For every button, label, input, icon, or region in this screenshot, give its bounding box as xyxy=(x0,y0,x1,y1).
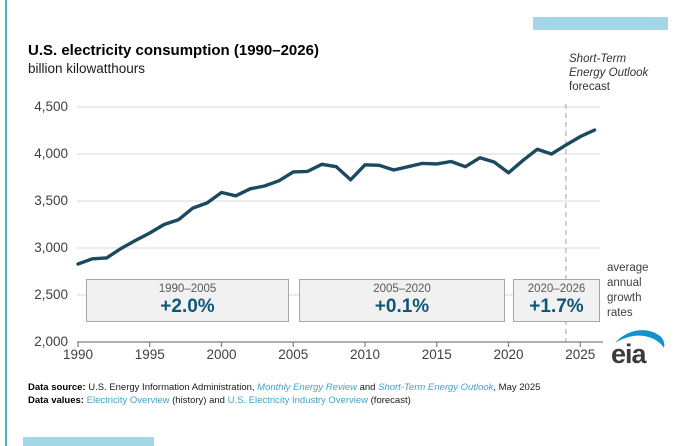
eia-logo-text: eia xyxy=(611,339,648,369)
x-axis-label: 2025 xyxy=(565,347,596,362)
y-axis-label: 4,500 xyxy=(34,99,68,114)
chart-title: U.S. electricity consumption (1990–2026) xyxy=(28,42,319,59)
growth-note-line: average xyxy=(607,262,649,274)
forecast-annotation-line: Energy Outlook xyxy=(569,67,649,79)
x-axis-label: 2020 xyxy=(493,347,524,362)
us-electricity-industry-overview-link[interactable]: U.S. Electricity Industry Overview xyxy=(227,395,368,406)
y-axis-label: 3,500 xyxy=(34,193,68,208)
top-accent-bar xyxy=(533,17,668,30)
data-values-text: (forecast) xyxy=(368,395,411,406)
bottom-accent-bar xyxy=(23,437,154,446)
forecast-annotation-line: Short-Term xyxy=(569,53,627,65)
growth-rate-box-1990-2005: 1990–2005 +2.0% xyxy=(86,279,289,322)
y-axis-label: 3,000 xyxy=(34,240,68,255)
short-term-energy-outlook-link[interactable]: Short-Term Energy Outlook xyxy=(378,382,494,393)
eia-logo-swoosh-icon xyxy=(615,330,665,348)
growth-period-label: 2005–2020 xyxy=(373,283,431,295)
y-axis-label: 4,000 xyxy=(34,146,68,161)
y-axis-label: 2,000 xyxy=(34,334,68,349)
y-axis-label: 2,500 xyxy=(34,287,68,302)
electricity-consumption-line xyxy=(76,128,597,266)
growth-rate-value: +1.7% xyxy=(529,296,584,317)
data-values-line: Data values: Electricity Overview (histo… xyxy=(28,394,540,407)
growth-note-line: rates xyxy=(607,307,633,319)
x-axis-label: 1990 xyxy=(62,347,94,362)
data-source-prefix: Data source: xyxy=(28,382,86,393)
data-source-text: and xyxy=(356,382,379,393)
electricity-overview-link[interactable]: Electricity Overview xyxy=(86,395,170,406)
growth-rate-value: +0.1% xyxy=(374,296,430,317)
left-accent-bar xyxy=(5,0,7,446)
data-values-prefix: Data values: xyxy=(28,395,84,406)
growth-rate-box-2005-2020: 2005–2020 +0.1% xyxy=(299,279,505,322)
data-values-text: (history) and xyxy=(169,395,228,406)
eia-logo: eia xyxy=(611,330,665,369)
x-axis-label: 2005 xyxy=(278,347,309,362)
x-axis-label: 2015 xyxy=(421,347,452,362)
data-source-line: Data source: U.S. Energy Information Adm… xyxy=(28,381,540,394)
growth-period-label: 1990–2005 xyxy=(158,283,217,295)
x-axis-label: 1995 xyxy=(134,347,165,362)
data-source-text: , May 2025 xyxy=(493,382,541,393)
x-axis-label: 2000 xyxy=(206,347,237,362)
chart-units-label: billion kilowatthours xyxy=(28,61,146,76)
growth-rates-note: average annual growth rates xyxy=(607,261,649,321)
forecast-annotation-line: forecast xyxy=(569,81,610,93)
growth-rate-value: +2.0% xyxy=(160,296,215,317)
data-source-text: U.S. Energy Information Administration, xyxy=(85,382,258,393)
growth-period-label: 2020–2026 xyxy=(527,283,586,295)
footer: Data source: U.S. Energy Information Adm… xyxy=(28,381,540,407)
growth-note-line: annual xyxy=(607,277,642,289)
growth-rate-box-2020-2026: 2020–2026 +1.7% xyxy=(513,279,600,322)
forecast-annotation: Short-Term Energy Outlook forecast xyxy=(569,52,648,94)
monthly-energy-review-link[interactable]: Monthly Energy Review xyxy=(257,382,357,393)
x-axis-label: 2010 xyxy=(349,347,381,362)
growth-note-line: growth xyxy=(607,292,642,304)
